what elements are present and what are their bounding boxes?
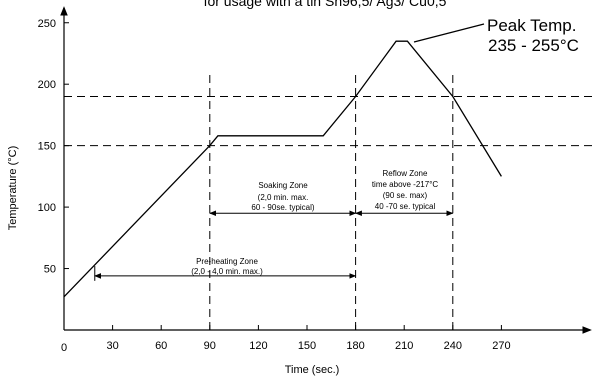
preheating-zone-label: Pre-heating Zone — [196, 257, 258, 266]
peak-callout-line — [413, 23, 485, 43]
soaking-zone-sublabel-2: 60 - 90se. typical) — [251, 203, 314, 212]
preheating-zone-sublabel: (2,0 - 4,0 min. max.) — [191, 267, 263, 276]
x-axis-title: Time (sec.) — [285, 364, 340, 376]
y-axis-title: Temperature (°C) — [7, 146, 19, 230]
peak-label-line2: 235 - 255°C — [488, 36, 579, 55]
x-tick-label-60: 60 — [155, 340, 167, 352]
x-tick-label-0: 0 — [61, 342, 67, 354]
x-tick-label-120: 120 — [249, 340, 267, 352]
soaking-zone-sublabel-1: (2,0 min. max. — [258, 193, 309, 202]
x-tick-label-180: 180 — [346, 340, 364, 352]
y-tick-label-200: 200 — [38, 79, 56, 91]
x-tick-label-90: 90 — [204, 340, 216, 352]
x-tick-label-240: 240 — [444, 340, 462, 352]
reflow-zone-sublabel-1: time above -217°C — [372, 180, 439, 189]
reflow-zone-sublabel-2: (90 se. max) — [383, 191, 428, 200]
peak-label-line1: Peak Temp. — [487, 16, 576, 35]
reflow-zone-label: Reflow Zone — [383, 169, 428, 178]
x-tick-label-270: 270 — [492, 340, 510, 352]
x-tick-label-150: 150 — [298, 340, 316, 352]
x-tick-label-210: 210 — [395, 340, 413, 352]
temperature-profile-line — [63, 40, 502, 298]
x-tick-label-30: 30 — [106, 340, 118, 352]
chart-title: for usage with a tin Sn96,5/ Ag3/ Cu0,5 — [204, 0, 447, 9]
y-tick-label-50: 50 — [44, 264, 56, 276]
reflow-zone-sublabel-3: 40 -70 se. typical — [375, 202, 436, 211]
y-tick-label-100: 100 — [38, 202, 56, 214]
y-tick-label-250: 250 — [38, 18, 56, 30]
soaking-zone-label: Soaking Zone — [258, 181, 308, 190]
y-tick-label-150: 150 — [38, 141, 56, 153]
